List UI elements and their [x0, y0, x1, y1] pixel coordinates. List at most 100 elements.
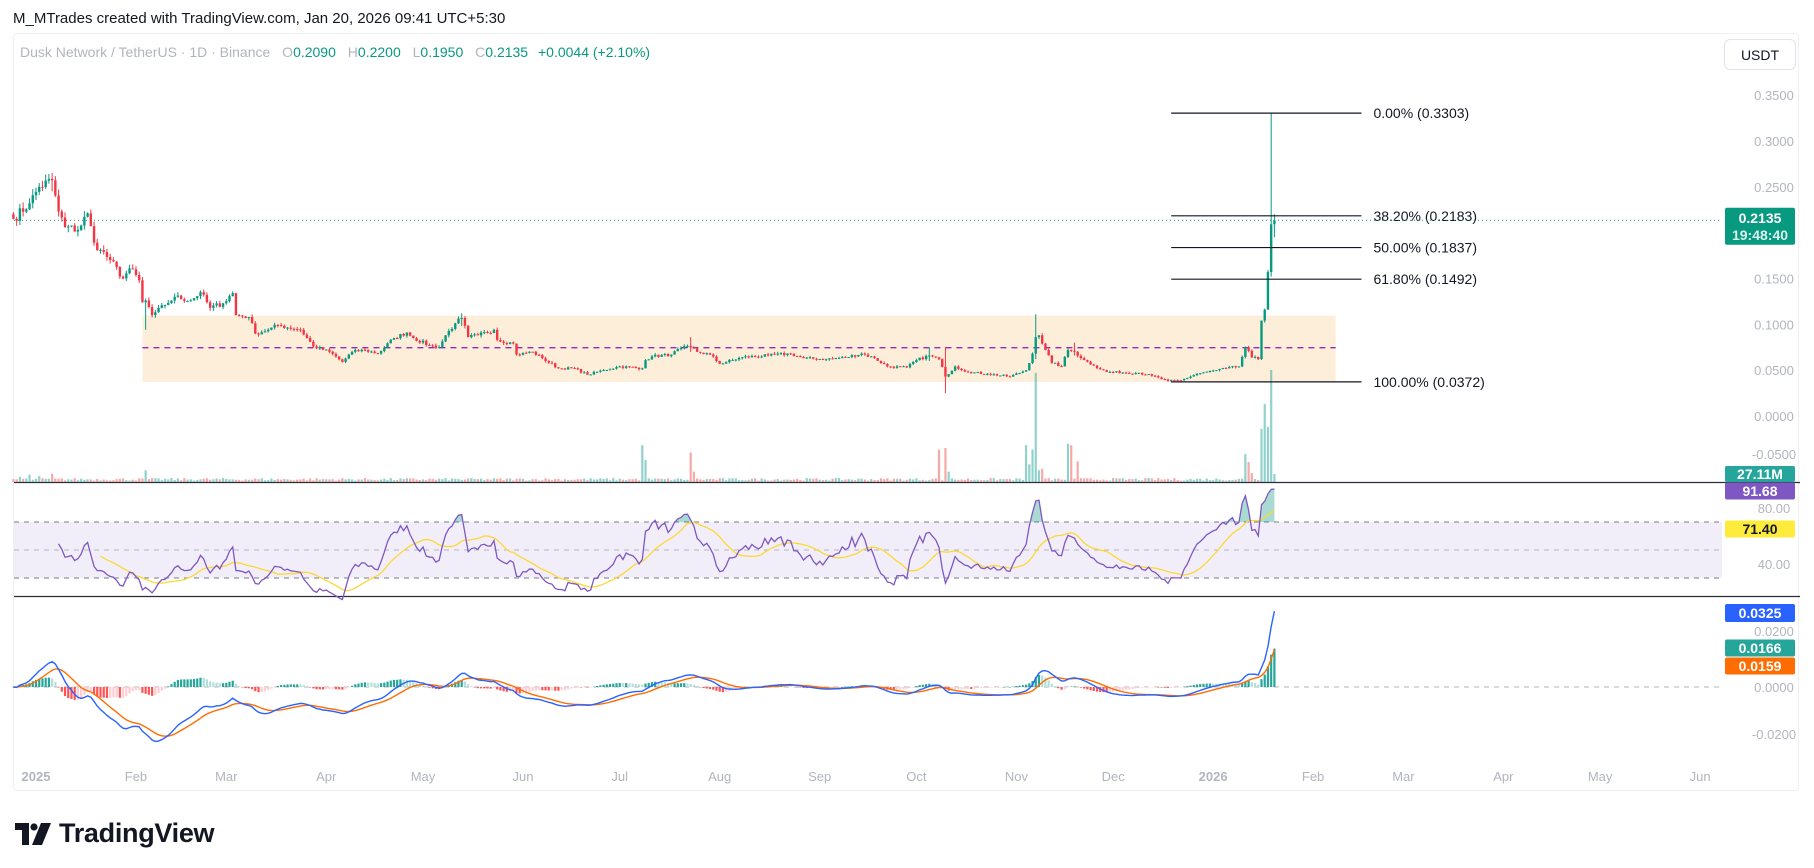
candle-body: [847, 356, 850, 358]
candle-body: [447, 330, 450, 336]
volume-bar: [51, 473, 54, 482]
macd-histogram-bar: [1070, 686, 1073, 688]
candle: [302, 328, 305, 336]
chart-attribution: M_MTrades created with TradingView.com, …: [13, 10, 506, 27]
candle-body: [183, 299, 186, 302]
candle-body: [170, 300, 173, 304]
macd-histogram-bar: [789, 686, 792, 687]
volume-bar: [660, 478, 663, 482]
candle-body: [957, 366, 960, 369]
candle: [647, 359, 650, 361]
candle-body: [250, 316, 254, 324]
volume-bar: [1034, 372, 1037, 482]
macd-histogram-bar: [292, 684, 296, 687]
candle-body: [982, 373, 986, 375]
volume-tag: 27.11M: [1725, 466, 1795, 482]
candle-body: [18, 208, 22, 221]
volume-bar: [692, 471, 695, 482]
candle-body: [486, 332, 489, 334]
volume-bar: [1263, 403, 1266, 482]
candle: [118, 266, 122, 279]
candle-body: [1082, 358, 1086, 361]
volume-bar: [405, 478, 408, 482]
volume-bar: [28, 474, 31, 482]
candle-body: [492, 329, 496, 333]
candle: [1189, 375, 1192, 379]
macd-histogram-bar: [570, 687, 573, 689]
candle: [641, 367, 644, 370]
candle-body: [515, 343, 518, 355]
macd-histogram-bar: [412, 681, 415, 687]
macd-histogram-bar: [995, 687, 999, 688]
candle-body: [924, 355, 928, 360]
candle-body: [857, 354, 860, 357]
candle-body: [428, 344, 431, 346]
volume-bar: [254, 478, 257, 482]
volume-bar: [1137, 480, 1141, 482]
candle-body: [138, 274, 141, 281]
candle-body: [208, 302, 212, 308]
macd-histogram-bar: [1260, 679, 1263, 687]
candle: [931, 354, 934, 358]
candle-body: [905, 366, 908, 368]
volume-bar: [212, 479, 215, 482]
volume-bar: [850, 479, 854, 482]
candle: [937, 357, 941, 361]
candle-body: [167, 303, 170, 306]
candle-body: [341, 359, 344, 362]
volume-bar: [1121, 478, 1124, 482]
candle-body: [350, 351, 354, 355]
volume-bar: [1160, 479, 1163, 482]
macd-histogram-bar: [689, 683, 692, 687]
currency-button[interactable]: USDT: [1724, 39, 1796, 70]
volume-bar: [731, 478, 734, 482]
macd-histogram-bar: [1089, 687, 1092, 691]
candle-body: [176, 295, 180, 297]
macd-histogram-bar: [470, 686, 473, 687]
volume-bar: [708, 479, 712, 482]
volume-bar: [457, 479, 460, 482]
volume-bar: [1008, 479, 1012, 482]
candle-body: [1115, 371, 1118, 373]
candle: [286, 326, 289, 331]
volume-bar: [1076, 461, 1079, 482]
candle-body: [518, 354, 521, 356]
volume-bar: [612, 478, 615, 482]
volume-bar: [86, 479, 89, 482]
candle: [1057, 361, 1060, 367]
macd-histogram-bar: [263, 687, 267, 692]
macd-histogram-bar: [512, 687, 515, 692]
volume-bar: [1244, 453, 1247, 482]
volume-bar: [22, 478, 25, 482]
candle: [225, 298, 228, 305]
volume-bar: [60, 478, 63, 482]
volume-bar: [770, 480, 773, 482]
candle-body: [641, 368, 644, 370]
candle: [299, 327, 302, 333]
macd-histogram-bar: [173, 681, 176, 687]
candle: [305, 332, 309, 339]
candle: [363, 347, 367, 352]
volume-bar: [573, 479, 576, 482]
candle: [886, 363, 889, 368]
candle-body: [715, 356, 718, 361]
macd-histogram-bar: [1150, 687, 1153, 688]
candle: [1105, 369, 1108, 373]
candle-body: [47, 178, 51, 181]
volume-bar: [1012, 480, 1015, 482]
candle: [183, 297, 186, 303]
volume-bar: [512, 480, 515, 482]
volume-bar: [625, 480, 628, 482]
macd-histogram-bar: [1021, 685, 1024, 687]
macd-histogram-bar: [708, 687, 712, 690]
volume-bar: [1215, 478, 1218, 482]
macd-histogram-bar: [396, 679, 399, 687]
volume-bar: [1141, 480, 1144, 482]
volume-bar: [225, 478, 228, 482]
time-axis-label: May: [1588, 769, 1613, 784]
volume-bar: [1128, 478, 1131, 482]
candle-body: [563, 368, 567, 370]
volume-bar: [596, 479, 599, 482]
candle: [437, 345, 441, 349]
